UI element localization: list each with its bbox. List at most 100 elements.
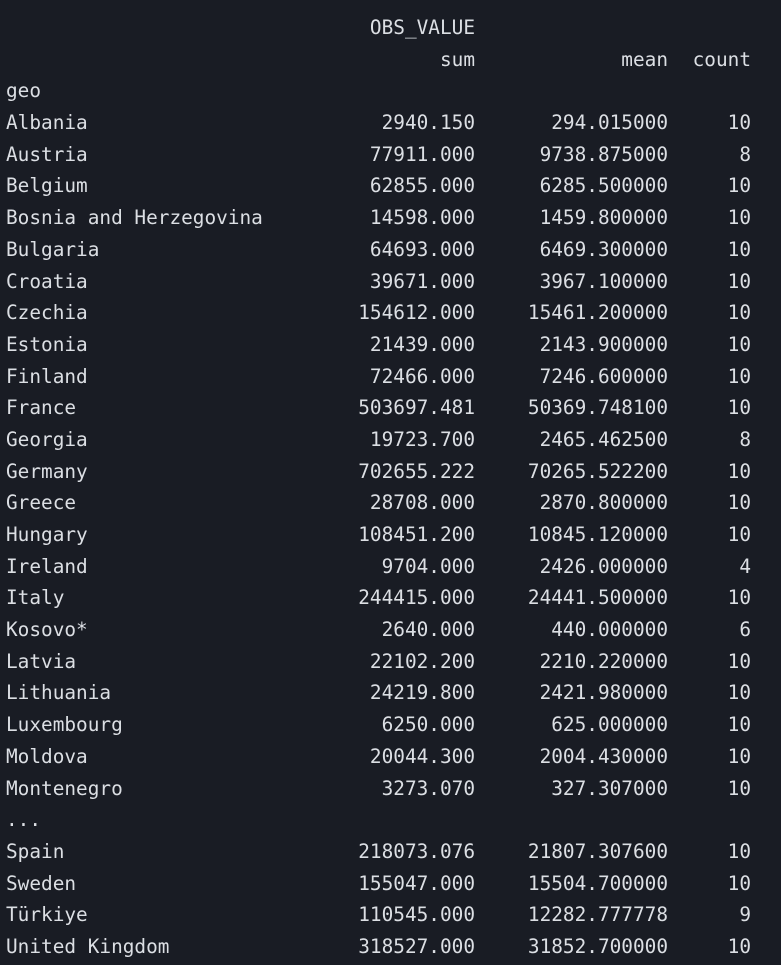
table-row: Hungary 108451.200 10845.120000 10: [0, 519, 781, 551]
row-count: 10: [727, 332, 751, 356]
row-mean: 2004.430000: [539, 744, 668, 768]
table-row: Montenegro 3273.070 327.307000 10: [0, 773, 781, 805]
row-count: 10: [727, 744, 751, 768]
row-mean: 7246.600000: [539, 364, 668, 388]
table-row: Bosnia and Herzegovina 14598.000 1459.8000…: [0, 202, 781, 234]
row-geo: Germany: [6, 459, 88, 483]
row-count: 10: [727, 523, 751, 546]
column-header-sum: sum: [439, 47, 475, 71]
ellipsis-row: ...: [0, 804, 781, 836]
row-sum: 6250.000: [381, 713, 475, 737]
row-mean: 3967.100000: [539, 269, 668, 293]
row-sum: 39671.000: [369, 269, 475, 293]
table-row: Türkiye 110545.000 12282.777778 9: [0, 899, 781, 931]
row-mean: 31852.700000: [527, 934, 668, 958]
row-geo: Estonia: [6, 332, 88, 356]
row-geo: Spain: [6, 839, 65, 863]
row-geo: Hungary: [6, 523, 88, 546]
row-sum: 20044.300: [369, 744, 475, 768]
row-sum: 3273.070: [381, 776, 475, 800]
table-row: Moldova 20044.300 2004.430000 10: [0, 741, 781, 773]
row-count: 10: [727, 206, 751, 230]
row-sum: 19723.700: [369, 427, 475, 451]
row-mean: 2421.980000: [539, 681, 668, 705]
row-geo: Latvia: [6, 649, 77, 673]
row-sum: 108451.200: [358, 523, 475, 546]
row-mean: 2143.900000: [539, 332, 668, 356]
row-mean: 1459.800000: [539, 206, 668, 230]
row-geo: Austria: [6, 142, 88, 166]
header-row-top: OBS_VALUE: [0, 12, 781, 44]
row-sum: 24219.800: [369, 681, 475, 705]
table-row: Finland 72466.000 7246.600000 10: [0, 361, 781, 393]
row-count: 10: [727, 237, 751, 261]
table-row: Czechia 154612.000 15461.200000 10: [0, 297, 781, 329]
row-count: 6: [739, 618, 751, 642]
table-row: Estonia 21439.000 2143.900000 10: [0, 329, 781, 361]
row-sum: 22102.200: [369, 649, 475, 673]
row-count: 10: [727, 301, 751, 325]
row-sum: 21439.000: [369, 332, 475, 356]
row-sum: 110545.000: [358, 903, 475, 927]
row-mean: 6469.300000: [539, 237, 668, 261]
row-mean: 12282.777778: [527, 903, 668, 927]
row-geo: Lithuania: [6, 681, 112, 705]
table-row: Sweden 155047.000 15504.700000 10: [0, 868, 781, 900]
table-row: Latvia 22102.200 2210.220000 10: [0, 646, 781, 678]
row-mean: 70265.522200: [527, 459, 668, 483]
row-sum: 702655.222: [358, 459, 475, 483]
row-sum: 62855.000: [369, 174, 475, 198]
row-geo: Kosovo*: [6, 618, 88, 642]
column-header-mean: mean: [621, 47, 668, 71]
row-geo: Georgia: [6, 427, 88, 451]
table-row: Bulgaria 64693.000 6469.300000 10: [0, 234, 781, 266]
row-count: 10: [727, 649, 751, 673]
row-mean: 10845.120000: [527, 523, 668, 546]
row-geo: Luxembourg: [6, 713, 123, 737]
column-header-count: count: [692, 47, 751, 71]
row-count: 10: [727, 934, 751, 958]
row-sum: 155047.000: [358, 871, 475, 895]
row-count: 4: [739, 554, 751, 578]
row-mean: 6285.500000: [539, 174, 668, 198]
index-name: geo: [6, 79, 42, 103]
row-sum: 2640.000: [381, 618, 475, 642]
row-geo: Finland: [6, 364, 88, 388]
row-geo: Moldova: [6, 744, 88, 768]
row-sum: 14598.000: [369, 206, 475, 230]
row-mean: 327.307000: [551, 776, 668, 800]
row-count: 10: [727, 713, 751, 737]
row-sum: 64693.000: [369, 237, 475, 261]
row-geo: Bulgaria: [6, 237, 100, 261]
row-count: 10: [727, 396, 751, 420]
row-mean: 24441.500000: [527, 586, 668, 610]
row-geo: Croatia: [6, 269, 88, 293]
row-mean: 21807.307600: [527, 839, 668, 863]
row-count: 10: [727, 871, 751, 895]
table-row: Croatia 39671.000 3967.100000 10: [0, 266, 781, 298]
table-row: Greece 28708.000 2870.800000 10: [0, 487, 781, 519]
table-rows-before: Albania 2940.150 294.015000 10 Austria 77911.…: [0, 107, 781, 804]
row-mean: 440.000000: [551, 618, 668, 642]
table-row: Italy 244415.000 24441.500000 10: [0, 582, 781, 614]
row-count: 10: [727, 174, 751, 198]
header-row-stats: sum mean count: [0, 44, 781, 76]
row-mean: 625.000000: [551, 713, 668, 737]
row-geo: Bosnia and Herzegovina: [6, 206, 263, 230]
table-row: Germany 702655.222 70265.522200 10: [0, 456, 781, 488]
row-geo: Sweden: [6, 871, 77, 895]
row-mean: 50369.748100: [527, 396, 668, 420]
row-sum: 28708.000: [369, 491, 475, 515]
table-row: France 503697.481 50369.748100 10: [0, 392, 781, 424]
row-mean: 2870.800000: [539, 491, 668, 515]
row-geo: Greece: [6, 491, 77, 515]
column-group-label: OBS_VALUE: [369, 16, 475, 39]
row-count: 10: [727, 269, 751, 293]
row-mean: 9738.875000: [539, 142, 668, 166]
row-geo: Italy: [6, 586, 65, 610]
row-geo: Belgium: [6, 174, 88, 198]
row-sum: 503697.481: [358, 396, 475, 420]
row-count: 10: [727, 681, 751, 705]
row-geo: Albania: [6, 111, 88, 135]
row-mean: 2426.000000: [539, 554, 668, 578]
